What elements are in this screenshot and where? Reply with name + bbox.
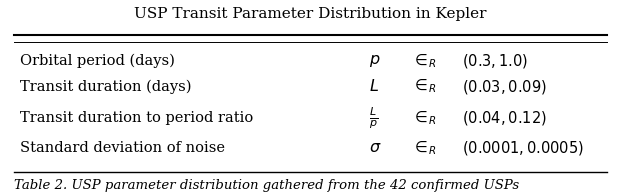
Text: Orbital period (days): Orbital period (days) [20, 53, 175, 68]
Text: Transit duration to period ratio: Transit duration to period ratio [20, 111, 253, 125]
Text: $\in_{\!R}$: $\in_{\!R}$ [412, 109, 438, 127]
Text: Transit duration (days): Transit duration (days) [20, 79, 191, 94]
Text: $\in_{\!R}$: $\in_{\!R}$ [412, 52, 438, 69]
Text: $(0.3, 1.0)$: $(0.3, 1.0)$ [462, 52, 528, 70]
Text: $\frac{L}{p}$: $\frac{L}{p}$ [369, 105, 378, 131]
Text: $(0.03, 0.09)$: $(0.03, 0.09)$ [462, 78, 547, 96]
Text: $\in_{\!R}$: $\in_{\!R}$ [412, 78, 438, 95]
Text: $(0.0001, 0.0005)$: $(0.0001, 0.0005)$ [462, 139, 584, 157]
Text: USP Transit Parameter Distribution in Kepler: USP Transit Parameter Distribution in Ke… [134, 7, 487, 21]
Text: Table 2. USP parameter distribution gathered from the 42 confirmed USPs: Table 2. USP parameter distribution gath… [13, 179, 519, 192]
Text: $\sigma$: $\sigma$ [369, 139, 381, 156]
Text: Standard deviation of noise: Standard deviation of noise [20, 141, 225, 155]
Text: $(0.04, 0.12)$: $(0.04, 0.12)$ [462, 109, 547, 127]
Text: $p$: $p$ [369, 52, 381, 69]
Text: $L$: $L$ [369, 78, 379, 95]
Text: $\in_{\!R}$: $\in_{\!R}$ [412, 139, 438, 157]
